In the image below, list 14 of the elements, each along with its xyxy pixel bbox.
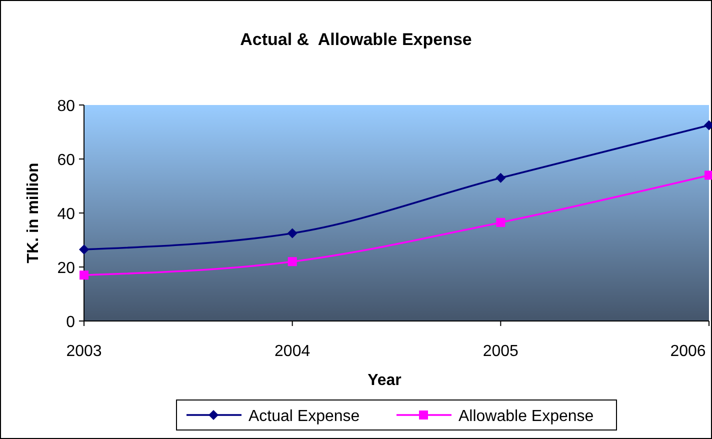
y-axis-title: TK. in million: [25, 162, 42, 264]
y-tick-label: 20: [57, 260, 76, 277]
y-tick-label: 40: [57, 206, 76, 223]
y-tick-label: 80: [57, 98, 76, 115]
legend-label: Actual Expense: [248, 408, 360, 425]
x-tick-label: 2004: [274, 343, 310, 360]
chart-title: Actual & Allowable Expense: [240, 30, 472, 49]
legend-label: Allowable Expense: [458, 408, 594, 425]
y-tick-label: 0: [66, 314, 76, 331]
x-tick-label: 2006: [670, 343, 706, 360]
x-tick-label: 2003: [66, 343, 102, 360]
y-tick-label: 60: [57, 152, 76, 169]
x-axis-title: Year: [368, 372, 402, 389]
x-tick-label: 2005: [482, 343, 519, 360]
